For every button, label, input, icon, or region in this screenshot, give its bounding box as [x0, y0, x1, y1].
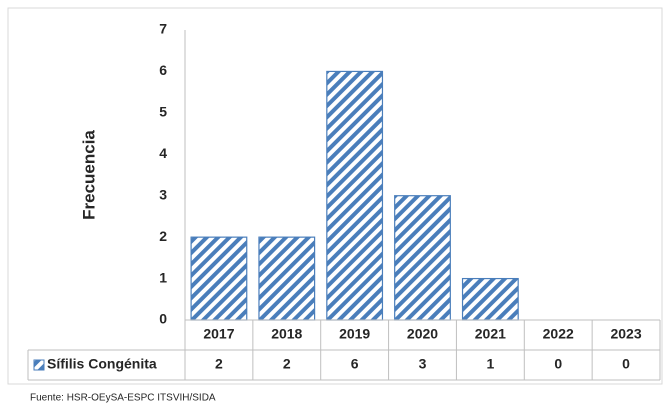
bar [461, 277, 519, 321]
y-tick-label: 7 [159, 21, 167, 37]
y-tick-label: 2 [159, 228, 167, 244]
source-note: Fuente: HSR-OEySA-ESPC ITSVIH/SIDA [30, 393, 216, 404]
x-tick-label: 2020 [407, 326, 438, 342]
y-tick-label: 1 [159, 269, 167, 285]
table-value: 3 [419, 356, 427, 372]
table-value: 6 [351, 356, 359, 372]
y-axis-label: Frecuencia [79, 130, 98, 220]
table-value: 2 [283, 356, 291, 372]
table-value: 0 [622, 356, 630, 372]
bar [190, 236, 248, 321]
table-value: 2 [215, 356, 223, 372]
y-tick-label: 3 [159, 186, 167, 202]
x-tick-label: 2022 [543, 326, 574, 342]
bar [326, 70, 384, 321]
x-tick-label: 2018 [271, 326, 302, 342]
legend-label: Sífilis Congénita [47, 356, 157, 372]
y-tick-label: 0 [159, 311, 167, 327]
x-tick-label: 2019 [339, 326, 370, 342]
y-tick-label: 6 [159, 62, 167, 78]
legend-key [33, 359, 45, 371]
x-tick-label: 2023 [610, 326, 641, 342]
x-tick-label: 2017 [203, 326, 234, 342]
table-value: 1 [486, 356, 494, 372]
y-tick-label: 5 [159, 104, 167, 120]
table-value: 0 [554, 356, 562, 372]
x-tick-label: 2021 [475, 326, 506, 342]
bar [258, 236, 316, 321]
bar [394, 195, 451, 321]
y-tick-label: 4 [159, 145, 167, 161]
